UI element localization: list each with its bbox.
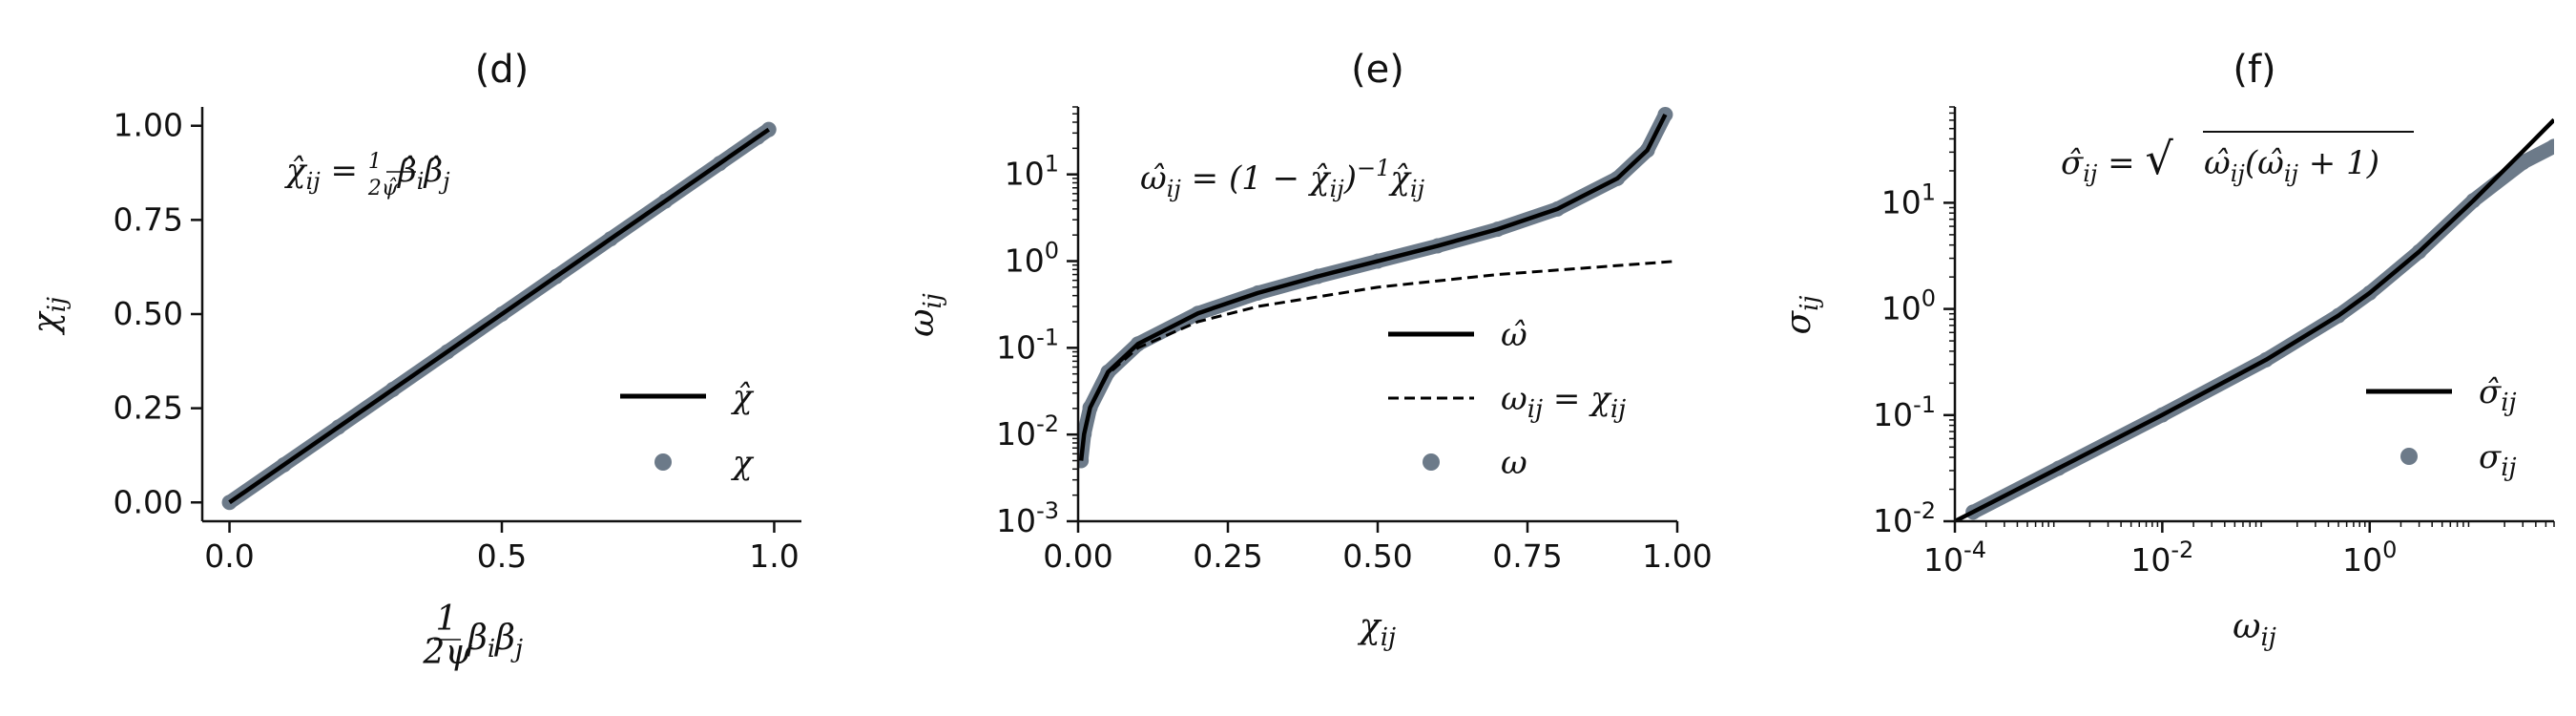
legend-label-sigma-hat: σ̂ij: [2479, 373, 2517, 417]
legend-label-sigma: σij: [2479, 438, 2517, 482]
legend-marker-omega: [1423, 453, 1440, 471]
svg-text:ωij: ωij: [903, 293, 947, 337]
x-tick-label: 10-2: [2130, 537, 2193, 579]
y-tick-label: 101: [1881, 179, 1936, 221]
panel-e-title: (e): [1351, 48, 1404, 92]
y-tick-label: 0.25: [114, 390, 183, 427]
y-tick-label: 10-3: [996, 497, 1059, 539]
y-tick-label: 101: [1005, 151, 1059, 193]
panel-d-x-ticks: 0.0 0.5 1.0: [204, 521, 800, 575]
y-tick-label: 10-2: [996, 411, 1059, 453]
x-tick-label: 0.00: [1043, 537, 1112, 575]
legend-marker-sigma: [2400, 448, 2418, 465]
series-line-line-solid: [1955, 117, 2554, 521]
y-tick-label: 0.75: [114, 200, 183, 238]
panel-f-ylabel: σij: [1779, 296, 1824, 335]
panel-d-title: (d): [475, 48, 530, 92]
y-tick-label: 10-1: [996, 324, 1059, 366]
x-tick-label: 0.0: [204, 537, 254, 575]
panel-e-plot: [1078, 107, 1677, 469]
y-tick-label: 100: [1005, 238, 1059, 280]
y-tick-label: 0.00: [114, 483, 183, 520]
legend-label-omega: ω: [1501, 444, 1527, 482]
panel-d-legend: χ̂ χ: [620, 378, 755, 482]
svg-text:σij: σij: [1779, 296, 1824, 335]
panel-e-ylabel: ωij: [903, 293, 947, 337]
scatter-point: [2515, 155, 2531, 171]
scatter-point: [2546, 138, 2554, 155]
y-tick-label: 10-1: [1873, 391, 1936, 433]
x-tick-label: 0.25: [1193, 537, 1262, 575]
panel-f-xlabel: ωij: [2233, 607, 2276, 652]
x-tick-label: 0.5: [477, 537, 527, 575]
panel-f-plot: [1955, 117, 2554, 521]
x-tick-label: 1.00: [1642, 537, 1712, 575]
series-line-line-solid: [228, 127, 771, 505]
y-tick-label: 100: [1881, 285, 1936, 327]
svg-text:ω̂ij(ω̂ij + 1): ω̂ij(ω̂ij + 1): [2204, 144, 2379, 187]
panel-e-legend: ω̂ ωij = χij ω: [1388, 316, 1626, 482]
y-tick-label: 1.00: [114, 107, 183, 144]
svg-text:σ̂ij = √: σ̂ij = √: [2061, 133, 2173, 187]
x-tick-label: 0.75: [1492, 537, 1562, 575]
legend-label-chi-hat: χ̂: [731, 378, 755, 416]
panel-e-y-ticks: 10-3 10-2 10-1 100 101: [996, 106, 1078, 539]
svg-text:1: 1: [436, 600, 458, 639]
panel-e-annotation: ω̂ij = (1 − χ̂ij)−1χ̂ij: [1140, 155, 1425, 202]
panel-f-annotation: σ̂ij = √ ω̂ij(ω̂ij + 1): [2061, 131, 2414, 187]
panel-d-y-ticks: 0.00 0.25 0.50 0.75 1.00: [114, 107, 202, 520]
y-tick-label: 0.50: [114, 295, 183, 332]
panel-d-annotation: χ̂ij = 1 2ψ̂β̂iβ̂j: [284, 150, 450, 200]
legend-label-chi: χ: [731, 444, 755, 482]
legend-label-omega-hat: ω̂: [1501, 316, 1527, 354]
panel-f-x-ticks: 10-4 10-2 100: [1923, 521, 2555, 579]
panel-d: 0.0 0.5 1.0 0.00 0.25 0.50 0.75 1.00 (d) χ̂ij …: [27, 48, 801, 672]
panel-f-y-ticks: 10-2 10-1 100 101: [1873, 106, 1955, 539]
svg-text:2ψ: 2ψ: [422, 633, 472, 672]
x-tick-label: 0.50: [1342, 537, 1412, 575]
panel-d-ylabel: χij: [27, 297, 72, 336]
y-tick-label: 10-2: [1873, 497, 1936, 539]
panel-d-plot: [221, 121, 777, 511]
panel-f-legend: σ̂ij σij: [2366, 373, 2517, 482]
svg-text:βiβj: βiβj: [466, 619, 523, 663]
svg-text:χij: χij: [27, 297, 72, 336]
panel-f-title: (f): [2233, 48, 2275, 92]
panel-d-xlabel: 1 2ψ βiβj: [422, 600, 523, 672]
legend-label-identity: ωij = χij: [1501, 380, 1626, 424]
x-tick-label: 10-4: [1923, 537, 1986, 579]
panel-e: 0.00 0.25 0.50 0.75 1.00 10-310-210-1100101 …: [903, 48, 1713, 652]
x-tick-label: 1.0: [749, 537, 799, 575]
legend-marker-chi: [654, 453, 672, 471]
series-line-line-dashed: [1079, 260, 1677, 461]
panel-e-xlabel: χij: [1357, 607, 1396, 652]
x-tick-label: 100: [2342, 537, 2397, 579]
panel-e-x-ticks: 0.00 0.25 0.50 0.75 1.00: [1043, 521, 1713, 575]
